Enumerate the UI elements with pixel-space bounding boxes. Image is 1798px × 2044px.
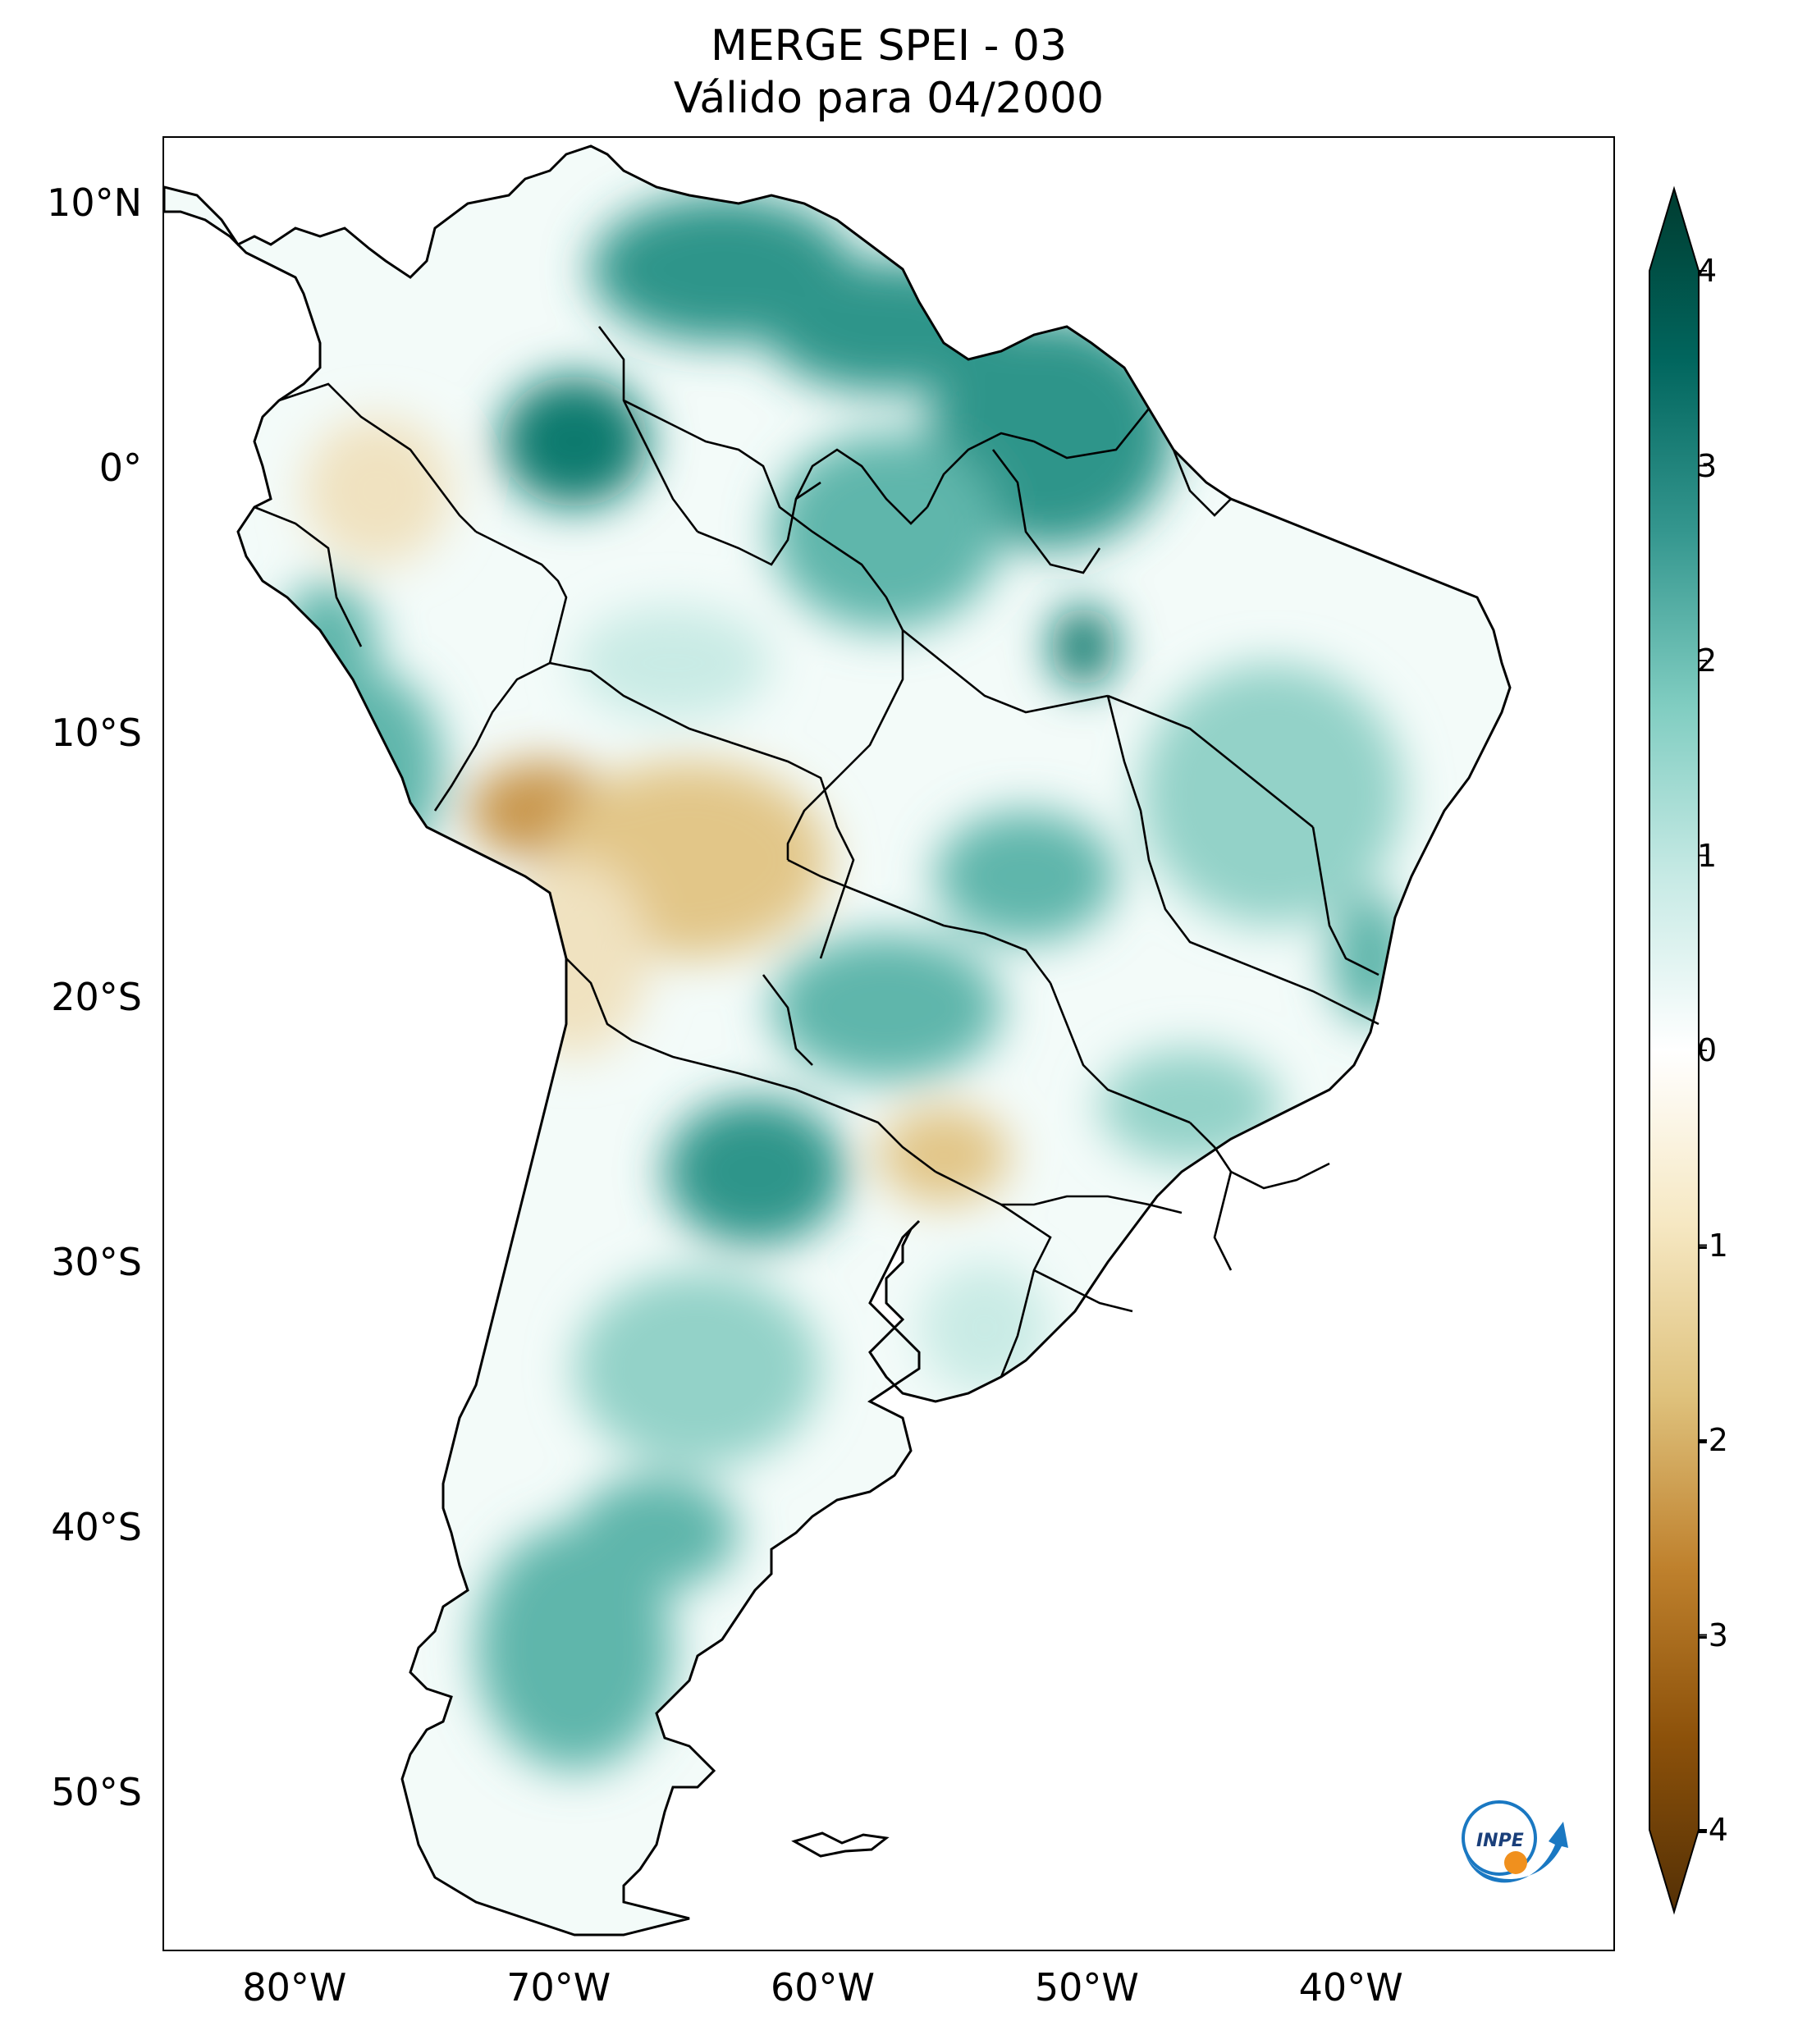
spei-anomaly-region (295, 671, 443, 868)
colorbar-tick-label: -3 (1697, 1616, 1728, 1653)
border-line (623, 399, 904, 631)
spei-anomaly-region (771, 433, 1001, 630)
spei-anomaly-region (1100, 1049, 1280, 1164)
colorbar-tick-label: -1 (1697, 1227, 1728, 1264)
spei-anomaly-region (919, 1262, 1050, 1393)
spei-anomaly-region (1329, 893, 1411, 1024)
spei-anomaly-region (574, 1475, 739, 1590)
continent-outline (164, 144, 1512, 1937)
lat-tick-label: 0° (98, 445, 142, 490)
spei-anomaly-region (878, 1106, 1009, 1205)
colorbar-tick-label: 0 (1697, 1032, 1718, 1068)
border-line (597, 326, 699, 533)
border-line (433, 530, 568, 812)
lon-tick-label: 60°W (771, 1965, 876, 2010)
lat-tick-label: 30°S (51, 1240, 142, 1285)
spei-anomaly-region (574, 606, 771, 720)
border-line (1271, 973, 1379, 1026)
border-line (1001, 1195, 1183, 1214)
border-line (565, 958, 936, 1173)
spei-anomaly-region (1050, 606, 1116, 688)
colorbar-tick-label: -2 (1697, 1422, 1728, 1458)
border-line (926, 408, 1151, 508)
border-line (549, 661, 855, 959)
spei-field (164, 146, 1510, 1935)
lon-tick-label: 40°W (1298, 1965, 1403, 2010)
border-line (278, 382, 477, 533)
border-line (1311, 826, 1379, 976)
logo-text: INPE (1476, 1831, 1524, 1851)
border-line (1106, 695, 1273, 976)
lon-tick-label: 50°W (1034, 1965, 1139, 2010)
colorbar (1649, 185, 1707, 1915)
spei-anomaly-region (501, 376, 648, 507)
falkland-islands (791, 1831, 890, 1858)
spei-anomaly-region (665, 1098, 845, 1246)
spei-anomaly-region (501, 860, 648, 1057)
spei-anomaly-region (279, 581, 377, 712)
border-line (935, 1170, 1052, 1378)
border-line (254, 505, 363, 647)
border-line (1189, 1122, 1330, 1190)
colorbar-tick-label: -4 (1697, 1812, 1728, 1848)
lon-tick-label: 70°W (506, 1965, 611, 2010)
lon-tick-label: 80°W (242, 1965, 347, 2010)
colorbar-tick-label: 1 (1697, 837, 1718, 874)
border-line (902, 629, 1109, 714)
border-line (1213, 1171, 1233, 1271)
border-line (1172, 449, 1232, 517)
south-america-map (164, 144, 1512, 1937)
lat-tick-label: 10°N (47, 180, 142, 225)
lat-tick-label: 50°S (51, 1770, 142, 1815)
map-title: MERGE SPEI - 03 (710, 21, 1068, 71)
map-subtitle: Válido para 04/2000 (673, 74, 1105, 123)
border-line (1049, 982, 1191, 1124)
border-line (762, 974, 813, 1066)
border-line (697, 481, 821, 566)
border-line (786, 630, 904, 860)
spei-anomaly-region (771, 934, 1001, 1081)
spei-anomaly-region (574, 1270, 821, 1467)
spei-anomaly-region (936, 811, 1116, 942)
country-borders (254, 326, 1379, 1378)
colorbar-tick-label: 4 (1697, 253, 1718, 289)
colorbar-tick-label: 3 (1697, 447, 1718, 484)
inpe-logo: INPE (1462, 1800, 1568, 1883)
border-line (1033, 1269, 1133, 1313)
lat-tick-label: 40°S (51, 1505, 142, 1550)
spei-anomaly-region (476, 1525, 673, 1771)
border-line (1107, 694, 1314, 829)
lat-tick-label: 10°S (51, 710, 142, 755)
spei-anomaly-region (304, 417, 451, 565)
border-line (794, 448, 928, 525)
border-line (787, 858, 1052, 984)
map-frame (162, 136, 1615, 1951)
lat-tick-label: 20°S (51, 975, 142, 1020)
border-line (991, 449, 1101, 574)
colorbar-tick-label: 2 (1697, 642, 1718, 679)
